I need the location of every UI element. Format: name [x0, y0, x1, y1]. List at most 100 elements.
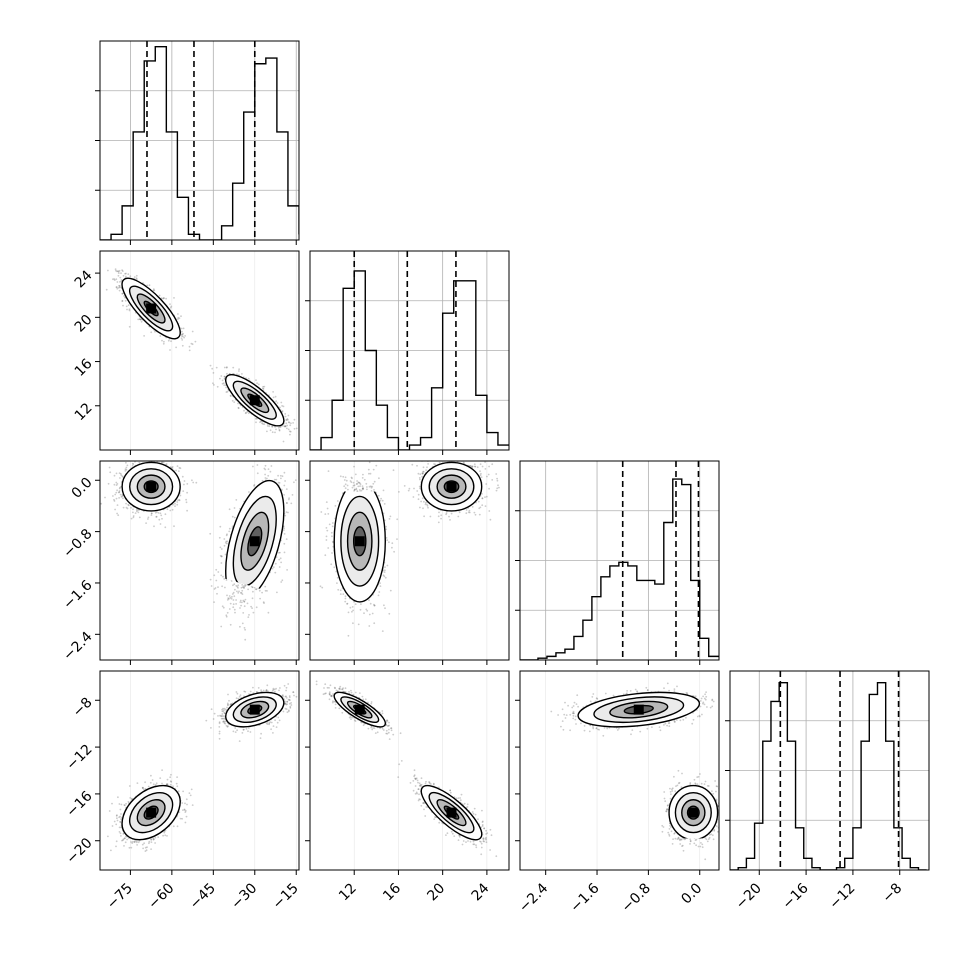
sample-point — [135, 274, 138, 277]
sample-point — [161, 517, 163, 520]
sample-point — [264, 589, 267, 592]
sample-point — [256, 382, 258, 385]
sample-point — [116, 483, 119, 485]
sample-point — [285, 511, 288, 513]
sample-point — [134, 512, 137, 514]
sample-point — [228, 508, 231, 511]
sample-point — [161, 461, 164, 464]
sample-point — [269, 470, 272, 473]
sample-point — [162, 461, 165, 464]
sample-point — [241, 373, 243, 375]
sample-point — [142, 454, 144, 456]
sample-point — [243, 605, 246, 608]
sample-point — [125, 275, 127, 278]
sample-point — [148, 455, 150, 457]
sample-point — [181, 344, 184, 347]
sample-point — [180, 335, 183, 337]
sample-point — [223, 384, 226, 386]
sample-point — [263, 467, 266, 470]
sample-point — [244, 412, 247, 415]
sample-point — [247, 412, 250, 415]
sample-point — [169, 306, 172, 309]
sample-point — [191, 330, 194, 333]
sample-point — [185, 498, 188, 501]
sample-point — [290, 422, 292, 425]
sample-point — [116, 281, 119, 283]
sample-point — [277, 451, 279, 453]
sample-point — [295, 427, 298, 430]
sample-point — [242, 612, 245, 614]
panel-frame — [99, 250, 300, 451]
sample-point — [137, 318, 140, 321]
sample-point — [132, 516, 135, 519]
sample-point — [183, 336, 186, 339]
sample-point — [209, 578, 212, 581]
sample-point — [218, 536, 221, 539]
sample-point — [130, 517, 133, 520]
sample-point — [150, 512, 153, 515]
sample-point — [263, 385, 266, 388]
sample-point — [133, 276, 136, 278]
sample-point — [255, 421, 257, 424]
sample-point — [118, 286, 121, 289]
sample-point — [150, 458, 152, 460]
sample-point — [288, 421, 291, 424]
sample-point — [277, 481, 280, 484]
sample-point — [278, 429, 281, 432]
sample-point — [126, 464, 129, 467]
y-tick-label: 24 — [72, 267, 96, 291]
sample-point — [173, 297, 175, 299]
sample-point — [246, 411, 249, 413]
sample-point — [138, 516, 141, 519]
sample-point — [216, 385, 219, 388]
sample-point — [283, 494, 285, 496]
sample-point — [150, 512, 153, 515]
sample-point — [225, 391, 228, 393]
sample-point — [233, 507, 236, 509]
sample-point — [121, 495, 124, 498]
sample-point — [234, 588, 236, 591]
sample-point — [136, 509, 139, 512]
sample-point — [115, 481, 118, 484]
sample-point — [121, 300, 124, 302]
sample-point — [225, 614, 228, 617]
sample-point — [126, 308, 128, 311]
sample-point — [280, 425, 282, 428]
sample-point — [120, 474, 123, 477]
sample-point — [289, 430, 292, 433]
density-peak — [249, 395, 260, 406]
sample-point — [256, 417, 258, 420]
sample-point — [269, 429, 272, 432]
panel-1-1 — [305, 250, 510, 455]
sample-point — [220, 625, 223, 628]
sample-point — [248, 614, 250, 616]
sample-point — [210, 585, 213, 587]
sample-point — [121, 270, 124, 272]
sample-point — [285, 422, 288, 425]
sample-point — [164, 526, 167, 529]
sample-point — [286, 418, 289, 420]
sample-point — [213, 601, 216, 603]
sample-point — [157, 512, 160, 514]
sample-point — [182, 490, 185, 492]
sample-point — [109, 471, 112, 474]
sample-point — [239, 607, 241, 609]
sample-point — [284, 413, 287, 415]
sample-point — [179, 467, 182, 470]
sample-point — [181, 475, 184, 478]
sample-point — [178, 317, 181, 320]
sample-point — [238, 368, 241, 371]
sample-point — [125, 466, 128, 469]
sample-point — [261, 387, 264, 390]
sample-point — [179, 494, 182, 497]
sample-point — [185, 501, 188, 504]
sample-point — [104, 496, 106, 499]
sample-point — [175, 453, 177, 455]
sample-point — [282, 405, 285, 408]
sample-point — [293, 418, 296, 421]
sample-point — [140, 318, 143, 321]
sample-point — [152, 288, 155, 290]
sample-point — [176, 503, 179, 506]
sample-point — [261, 422, 263, 425]
sample-point — [232, 366, 235, 369]
